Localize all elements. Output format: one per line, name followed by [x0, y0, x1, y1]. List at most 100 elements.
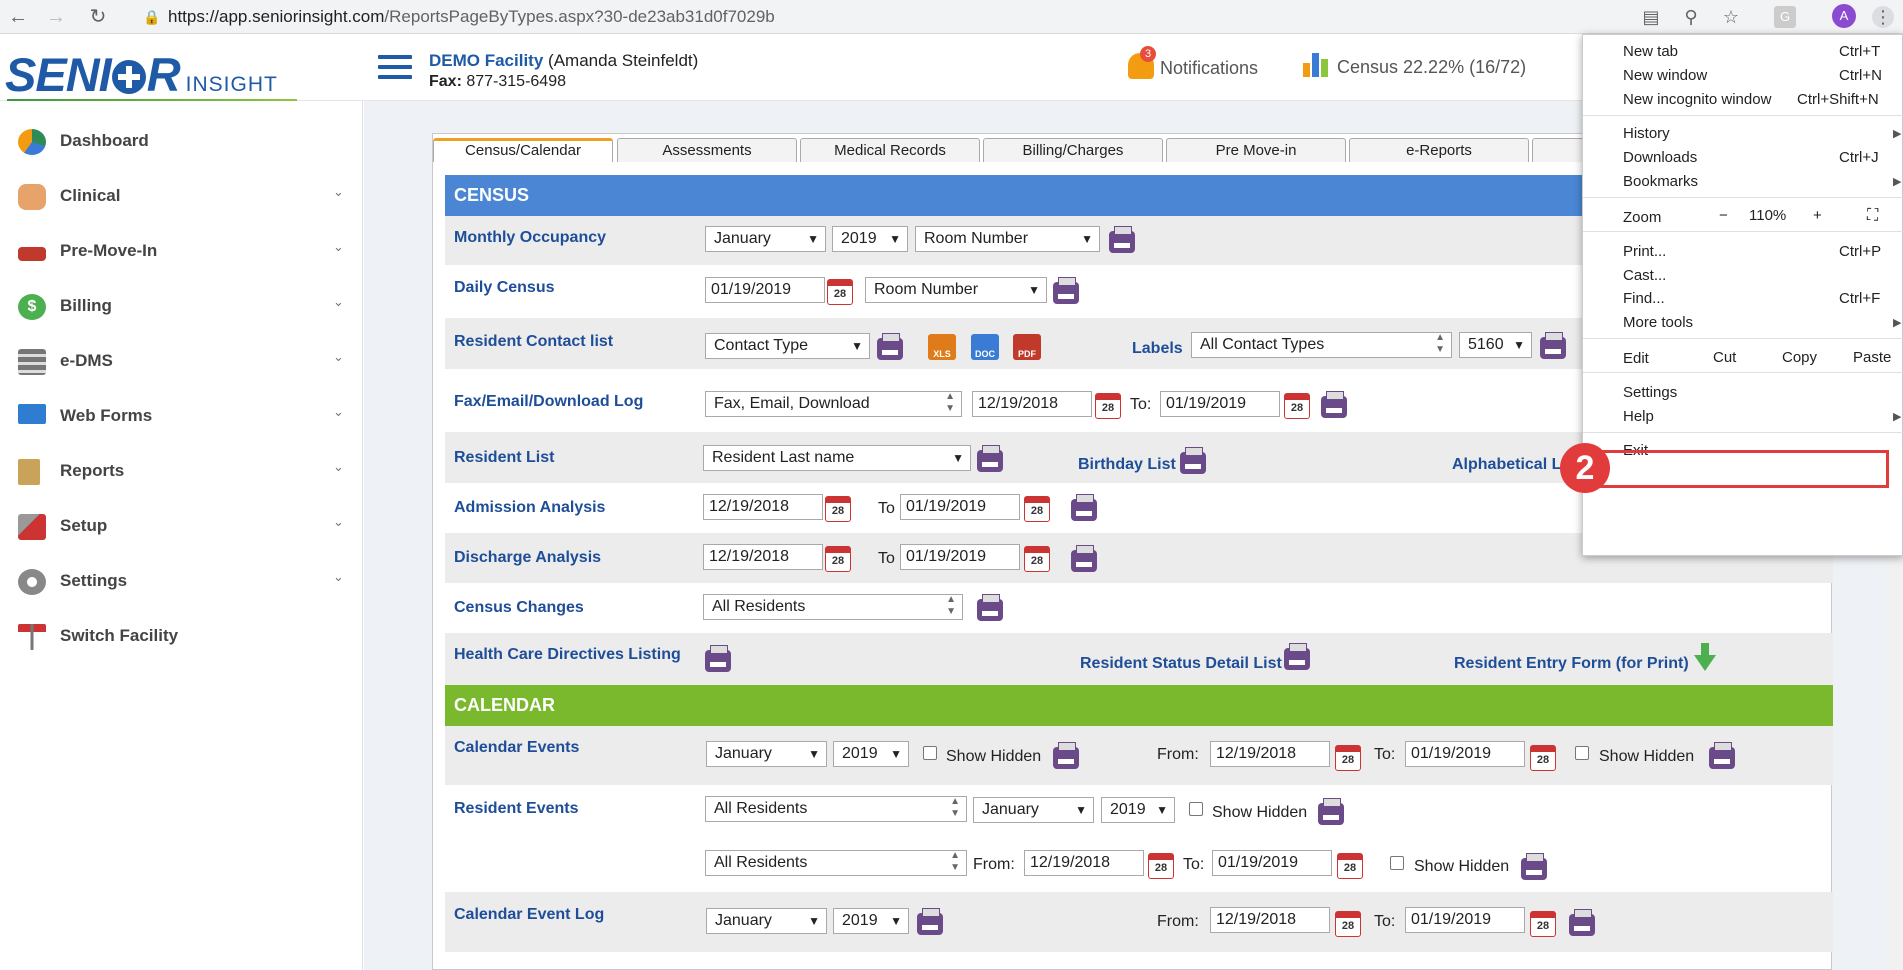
printer-icon[interactable]	[1053, 742, 1079, 769]
status-detail-link[interactable]: Resident Status Detail List	[1080, 655, 1282, 672]
menu-incognito[interactable]: New incognito window	[1623, 91, 1772, 108]
menu-downloads[interactable]: Downloads	[1623, 149, 1698, 166]
menu-new-tab[interactable]: New tab	[1623, 43, 1679, 60]
tab-e-reports[interactable]: e-Reports	[1349, 138, 1529, 162]
kebab-menu-icon[interactable]: ⋮	[1872, 6, 1894, 28]
sidebar-item-reports[interactable]: Reports ⌄	[18, 457, 348, 487]
menu-help[interactable]: Help	[1623, 408, 1654, 425]
admission-from-date[interactable]: 12/19/2018	[703, 494, 823, 520]
calendar-from-date[interactable]: 12/19/2018	[1210, 741, 1330, 767]
calendar-icon[interactable]: 28	[1148, 853, 1174, 879]
tab-census-calendar[interactable]: Census/Calendar	[433, 138, 613, 162]
hamburger-menu-icon[interactable]	[378, 55, 412, 81]
sidebar-item-pre-move-in[interactable]: Pre-Move-In ⌄	[18, 237, 348, 267]
sidebar-item-switch-facility[interactable]: Switch Facility	[18, 622, 348, 652]
calendar-icon[interactable]: 28	[1530, 745, 1556, 771]
address-bar[interactable]: https://app.seniorinsight.com/ReportsPag…	[168, 4, 775, 30]
event-log-from-date[interactable]: 12/19/2018	[1210, 907, 1330, 933]
forward-icon[interactable]: →	[46, 6, 66, 28]
printer-icon[interactable]	[1284, 643, 1310, 670]
printer-icon[interactable]	[1180, 447, 1206, 474]
calendar-icon[interactable]: 28	[1024, 496, 1050, 522]
calendar-icon[interactable]: 28	[1095, 393, 1121, 419]
zoom-icon[interactable]: ⚲	[1684, 7, 1698, 27]
resident-events-filter-2[interactable]: All Residents ▲ ▼	[705, 850, 967, 876]
daily-census-label[interactable]: Daily Census	[454, 279, 555, 296]
notifications[interactable]: 3 Notifications	[1128, 46, 1258, 79]
calendar-icon[interactable]: 28	[1284, 393, 1310, 419]
menu-paste[interactable]: Paste	[1853, 349, 1892, 366]
printer-icon[interactable]	[1071, 494, 1097, 521]
show-hidden-checkbox[interactable]	[1575, 746, 1589, 760]
calendar-icon[interactable]: 28	[1335, 911, 1361, 937]
show-hidden-checkbox[interactable]	[923, 746, 937, 760]
resident-events-to-date[interactable]: 01/19/2019	[1212, 850, 1332, 876]
admission-analysis-label[interactable]: Admission Analysis	[454, 499, 606, 516]
pdf-icon[interactable]: PDF	[1013, 334, 1041, 360]
calendar-year-select[interactable]: 2019 ▼	[833, 741, 909, 767]
sidebar-item-web-forms[interactable]: Web Forms ⌄	[18, 402, 348, 432]
fax-log-label[interactable]: Fax/Email/Download Log	[454, 393, 644, 410]
reload-icon[interactable]: ↻	[89, 6, 107, 28]
calendar-icon[interactable]: 28	[827, 279, 853, 305]
calendar-event-log-label[interactable]: Calendar Event Log	[454, 906, 605, 923]
sidebar-item-settings[interactable]: Settings ⌄	[18, 567, 348, 597]
fullscreen-icon[interactable]: ⛶	[1867, 207, 1879, 224]
menu-history[interactable]: History	[1623, 125, 1670, 142]
printer-icon[interactable]	[877, 333, 903, 360]
fax-log-from-date[interactable]: 12/19/2018	[972, 391, 1092, 417]
printer-icon[interactable]	[705, 645, 731, 672]
printer-icon[interactable]	[977, 445, 1003, 472]
resident-events-label[interactable]: Resident Events	[454, 800, 579, 817]
back-icon[interactable]: ←	[8, 6, 28, 28]
printer-icon[interactable]	[1569, 909, 1595, 936]
menu-cut[interactable]: Cut	[1713, 349, 1737, 366]
printer-icon[interactable]	[1071, 545, 1097, 572]
sidebar-item-dashboard[interactable]: Dashboard	[18, 127, 348, 157]
printer-icon[interactable]	[1540, 332, 1566, 359]
zoom-in-button[interactable]: +	[1813, 207, 1822, 224]
show-hidden-checkbox[interactable]	[1189, 802, 1203, 816]
menu-print[interactable]: Print...	[1623, 243, 1667, 260]
fax-log-to-date[interactable]: 01/19/2019	[1160, 391, 1280, 417]
labels-size-select[interactable]: 5160 ▼	[1459, 332, 1532, 358]
download-arrow-icon[interactable]	[1694, 655, 1716, 671]
event-log-year[interactable]: 2019 ▼	[833, 908, 909, 934]
contact-list-label[interactable]: Resident Contact list	[454, 333, 614, 350]
resident-sort-select[interactable]: Resident Last name ▼	[703, 445, 971, 471]
labels-label[interactable]: Labels	[1132, 340, 1183, 357]
calendar-icon[interactable]: 28	[1530, 911, 1556, 937]
printer-icon[interactable]	[1109, 226, 1135, 253]
sidebar-item-edms[interactable]: e-DMS ⌄	[18, 347, 348, 377]
fax-log-type-select[interactable]: Fax, Email, Download ▲ ▼	[705, 391, 962, 417]
calendar-to-date[interactable]: 01/19/2019	[1405, 741, 1525, 767]
facility-name[interactable]: DEMO Facility (Amanda Steinfeldt)	[429, 51, 698, 71]
sort-select[interactable]: Room Number ▼	[915, 226, 1100, 252]
daily-sort-select[interactable]: Room Number ▼	[865, 277, 1047, 303]
tab-medical-records[interactable]: Medical Records	[800, 138, 980, 162]
menu-find[interactable]: Find...	[1623, 290, 1665, 307]
printer-icon[interactable]	[917, 908, 943, 935]
calendar-icon[interactable]: 28	[1335, 745, 1361, 771]
census-summary[interactable]: Census 22.22% (16/72)	[1303, 53, 1526, 78]
calendar-icon[interactable]: 28	[825, 496, 851, 522]
printer-icon[interactable]	[1521, 853, 1547, 880]
printer-icon[interactable]	[1053, 277, 1079, 304]
tab-pre-move-in[interactable]: Pre Move-in	[1166, 138, 1346, 162]
resident-events-filter[interactable]: All Residents ▲ ▼	[705, 796, 967, 822]
calendar-month-select[interactable]: January ▼	[706, 741, 827, 767]
contact-type-select[interactable]: Contact Type ▼	[705, 333, 870, 359]
doc-icon[interactable]: DOC	[971, 334, 999, 360]
alphabetical-list-link[interactable]: Alphabetical Li	[1452, 456, 1566, 473]
menu-copy[interactable]: Copy	[1782, 349, 1818, 366]
calendar-icon[interactable]: 28	[825, 546, 851, 572]
calendar-icon[interactable]: 28	[1337, 853, 1363, 879]
tab-billing-charges[interactable]: Billing/Charges	[983, 138, 1163, 162]
tab-assessments[interactable]: Assessments	[617, 138, 797, 162]
discharge-analysis-label[interactable]: Discharge Analysis	[454, 549, 602, 566]
monthly-occupancy-label[interactable]: Monthly Occupancy	[454, 229, 607, 246]
printer-icon[interactable]	[1709, 742, 1735, 769]
printer-icon[interactable]	[1321, 391, 1347, 418]
resident-events-month[interactable]: January ▼	[973, 797, 1094, 823]
discharge-from-date[interactable]: 12/19/2018	[703, 544, 823, 570]
